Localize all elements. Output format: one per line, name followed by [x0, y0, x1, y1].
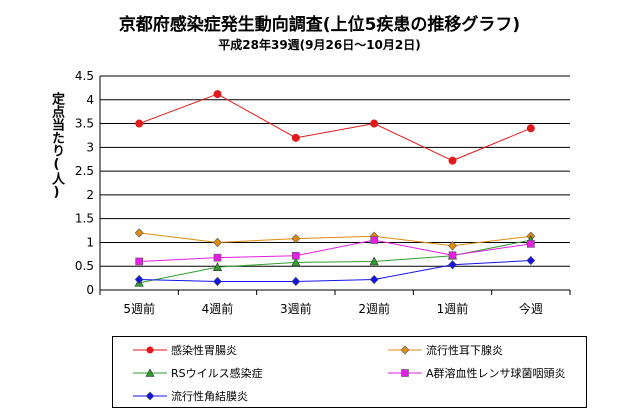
legend-item: 流行性角結膜炎	[133, 387, 248, 405]
data-point-series-2	[134, 228, 144, 238]
y-tick-label: 2.5	[75, 164, 94, 178]
series-line-4	[139, 239, 531, 262]
legend-marker	[400, 345, 410, 355]
data-point-series-4	[292, 251, 300, 260]
data-point-series-2	[448, 241, 457, 251]
y-tick-label: 4	[86, 93, 94, 107]
legend-label: 流行性角結膜炎	[171, 390, 248, 403]
data-point-series-1	[448, 156, 457, 165]
y-tick-label: 3	[86, 140, 94, 154]
data-point-series-5	[448, 260, 457, 270]
legend-label: A群溶血性レンサ球菌咽頭炎	[426, 367, 566, 380]
chart-subtitle: 平成28年39週(9月26日～10月2日)	[218, 38, 421, 52]
legend-swatch	[133, 346, 167, 354]
data-point-series-2	[291, 234, 301, 244]
data-point-series-5	[213, 276, 222, 287]
data-point-series-1	[135, 119, 144, 128]
x-tick-label: 今週	[519, 301, 543, 316]
legend-marker	[146, 346, 154, 354]
y-tick-label: 4.5	[75, 69, 94, 83]
legend-item: A群溶血性レンサ球菌咽頭炎	[388, 364, 566, 382]
legend-marker	[145, 391, 155, 401]
y-tick-label: 1	[86, 235, 94, 249]
data-point-series-4	[135, 257, 143, 266]
y-tick-label: 3.5	[75, 117, 94, 131]
data-point-series-4	[213, 253, 222, 262]
data-point-series-1	[213, 90, 222, 99]
legend-label: 感染性胃腸炎	[171, 344, 237, 357]
y-tick-label: 0.5	[75, 259, 94, 273]
legend-swatch	[133, 391, 167, 401]
legend-swatch	[133, 368, 167, 377]
x-tick-label: 1週前	[437, 301, 469, 316]
series-line-5	[139, 260, 531, 282]
line-chart: 0 0.5 1 1.5 2 2.5 3 3.5 4 4.5 5週前 4週前 3週前 2週前 1週前 今週	[75, 69, 571, 316]
data-point-series-5	[369, 274, 379, 285]
series-line-1	[138, 93, 532, 162]
x-tick-label: 5週前	[123, 301, 155, 316]
data-point-series-4	[370, 236, 378, 244]
x-tick-label: 3週前	[280, 301, 312, 316]
data-point-series-3	[291, 257, 301, 267]
data-point-series-5	[526, 255, 536, 266]
data-point-series-3	[369, 256, 379, 266]
data-point-series-5	[291, 276, 301, 287]
series-line-2	[139, 232, 531, 247]
legend: 感染性胃腸炎 流行性耳下腺炎 RSウイルス感染症 A群溶血性レンサ球菌咽頭炎流行性角結…	[112, 336, 587, 408]
y-tick-label: 0	[86, 283, 94, 297]
legend-item: 感染性胃腸炎	[133, 341, 237, 359]
data-point-series-1	[370, 119, 379, 128]
legend-item: RSウイルス感染症	[133, 364, 263, 382]
legend-swatch	[388, 345, 422, 355]
x-tick-label: 4週前	[202, 301, 234, 316]
legend-label: RSウイルス感染症	[171, 367, 263, 380]
data-point-series-3	[212, 262, 223, 271]
data-point-series-1	[291, 133, 300, 142]
series-line-3	[139, 239, 531, 284]
y-tick-label: 2	[86, 188, 94, 202]
data-point-series-1	[526, 124, 535, 133]
legend-item: 流行性耳下腺炎	[388, 341, 503, 359]
legend-marker	[401, 369, 409, 377]
data-point-series-5	[134, 274, 144, 285]
legend-marker	[145, 368, 155, 377]
x-tick-label: 2週前	[358, 301, 390, 316]
legend-label: 流行性耳下腺炎	[426, 344, 503, 357]
y-axis-label: 定点当たり(人)	[49, 92, 64, 200]
legend-swatch	[388, 369, 422, 377]
data-point-series-4	[527, 240, 535, 248]
y-tick-label: 1.5	[75, 212, 94, 226]
chart-title: 京都府感染症発生動向調査(上位5疾患の推移グラフ)	[118, 15, 521, 35]
data-point-series-4	[448, 251, 457, 260]
data-point-series-2	[213, 237, 222, 248]
